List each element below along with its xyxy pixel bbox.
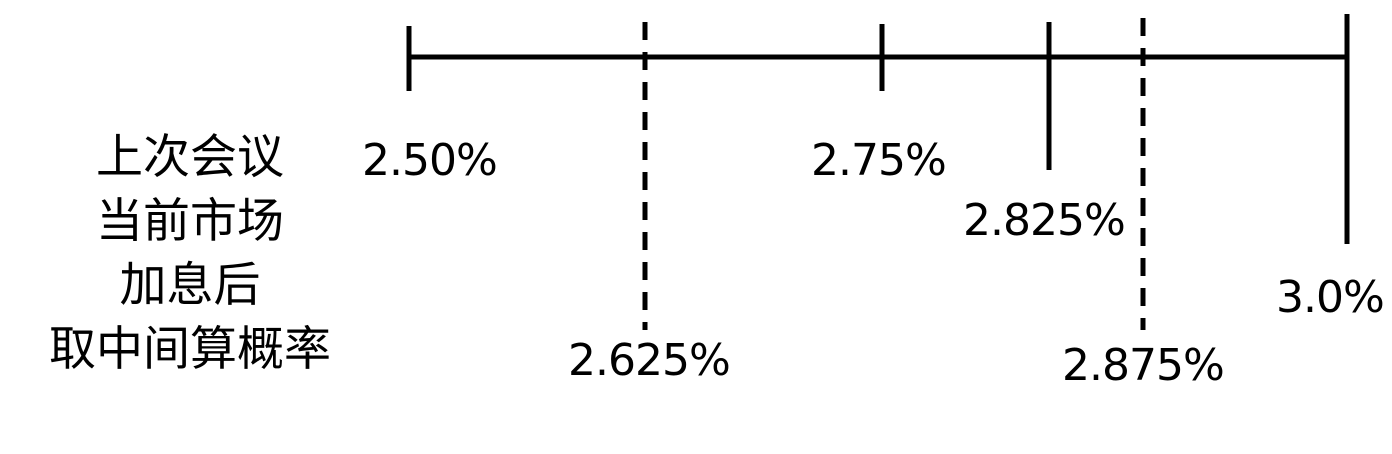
- label-last-meeting: 上次会议: [96, 130, 284, 185]
- label-current-market: 当前市场: [96, 194, 284, 249]
- label-after-hike: 加息后: [119, 258, 261, 313]
- label-midpoint-probability: 取中间算概率: [49, 322, 331, 377]
- tick-label: 2.75%: [811, 135, 947, 186]
- tick-label: 2.625%: [568, 335, 731, 386]
- tick-label: 3.0%: [1276, 272, 1385, 323]
- tick-label: 2.875%: [1062, 340, 1225, 391]
- tick-label: 2.50%: [362, 135, 498, 186]
- tick-label: 2.825%: [963, 195, 1126, 246]
- tick-marks: [406, 14, 1350, 330]
